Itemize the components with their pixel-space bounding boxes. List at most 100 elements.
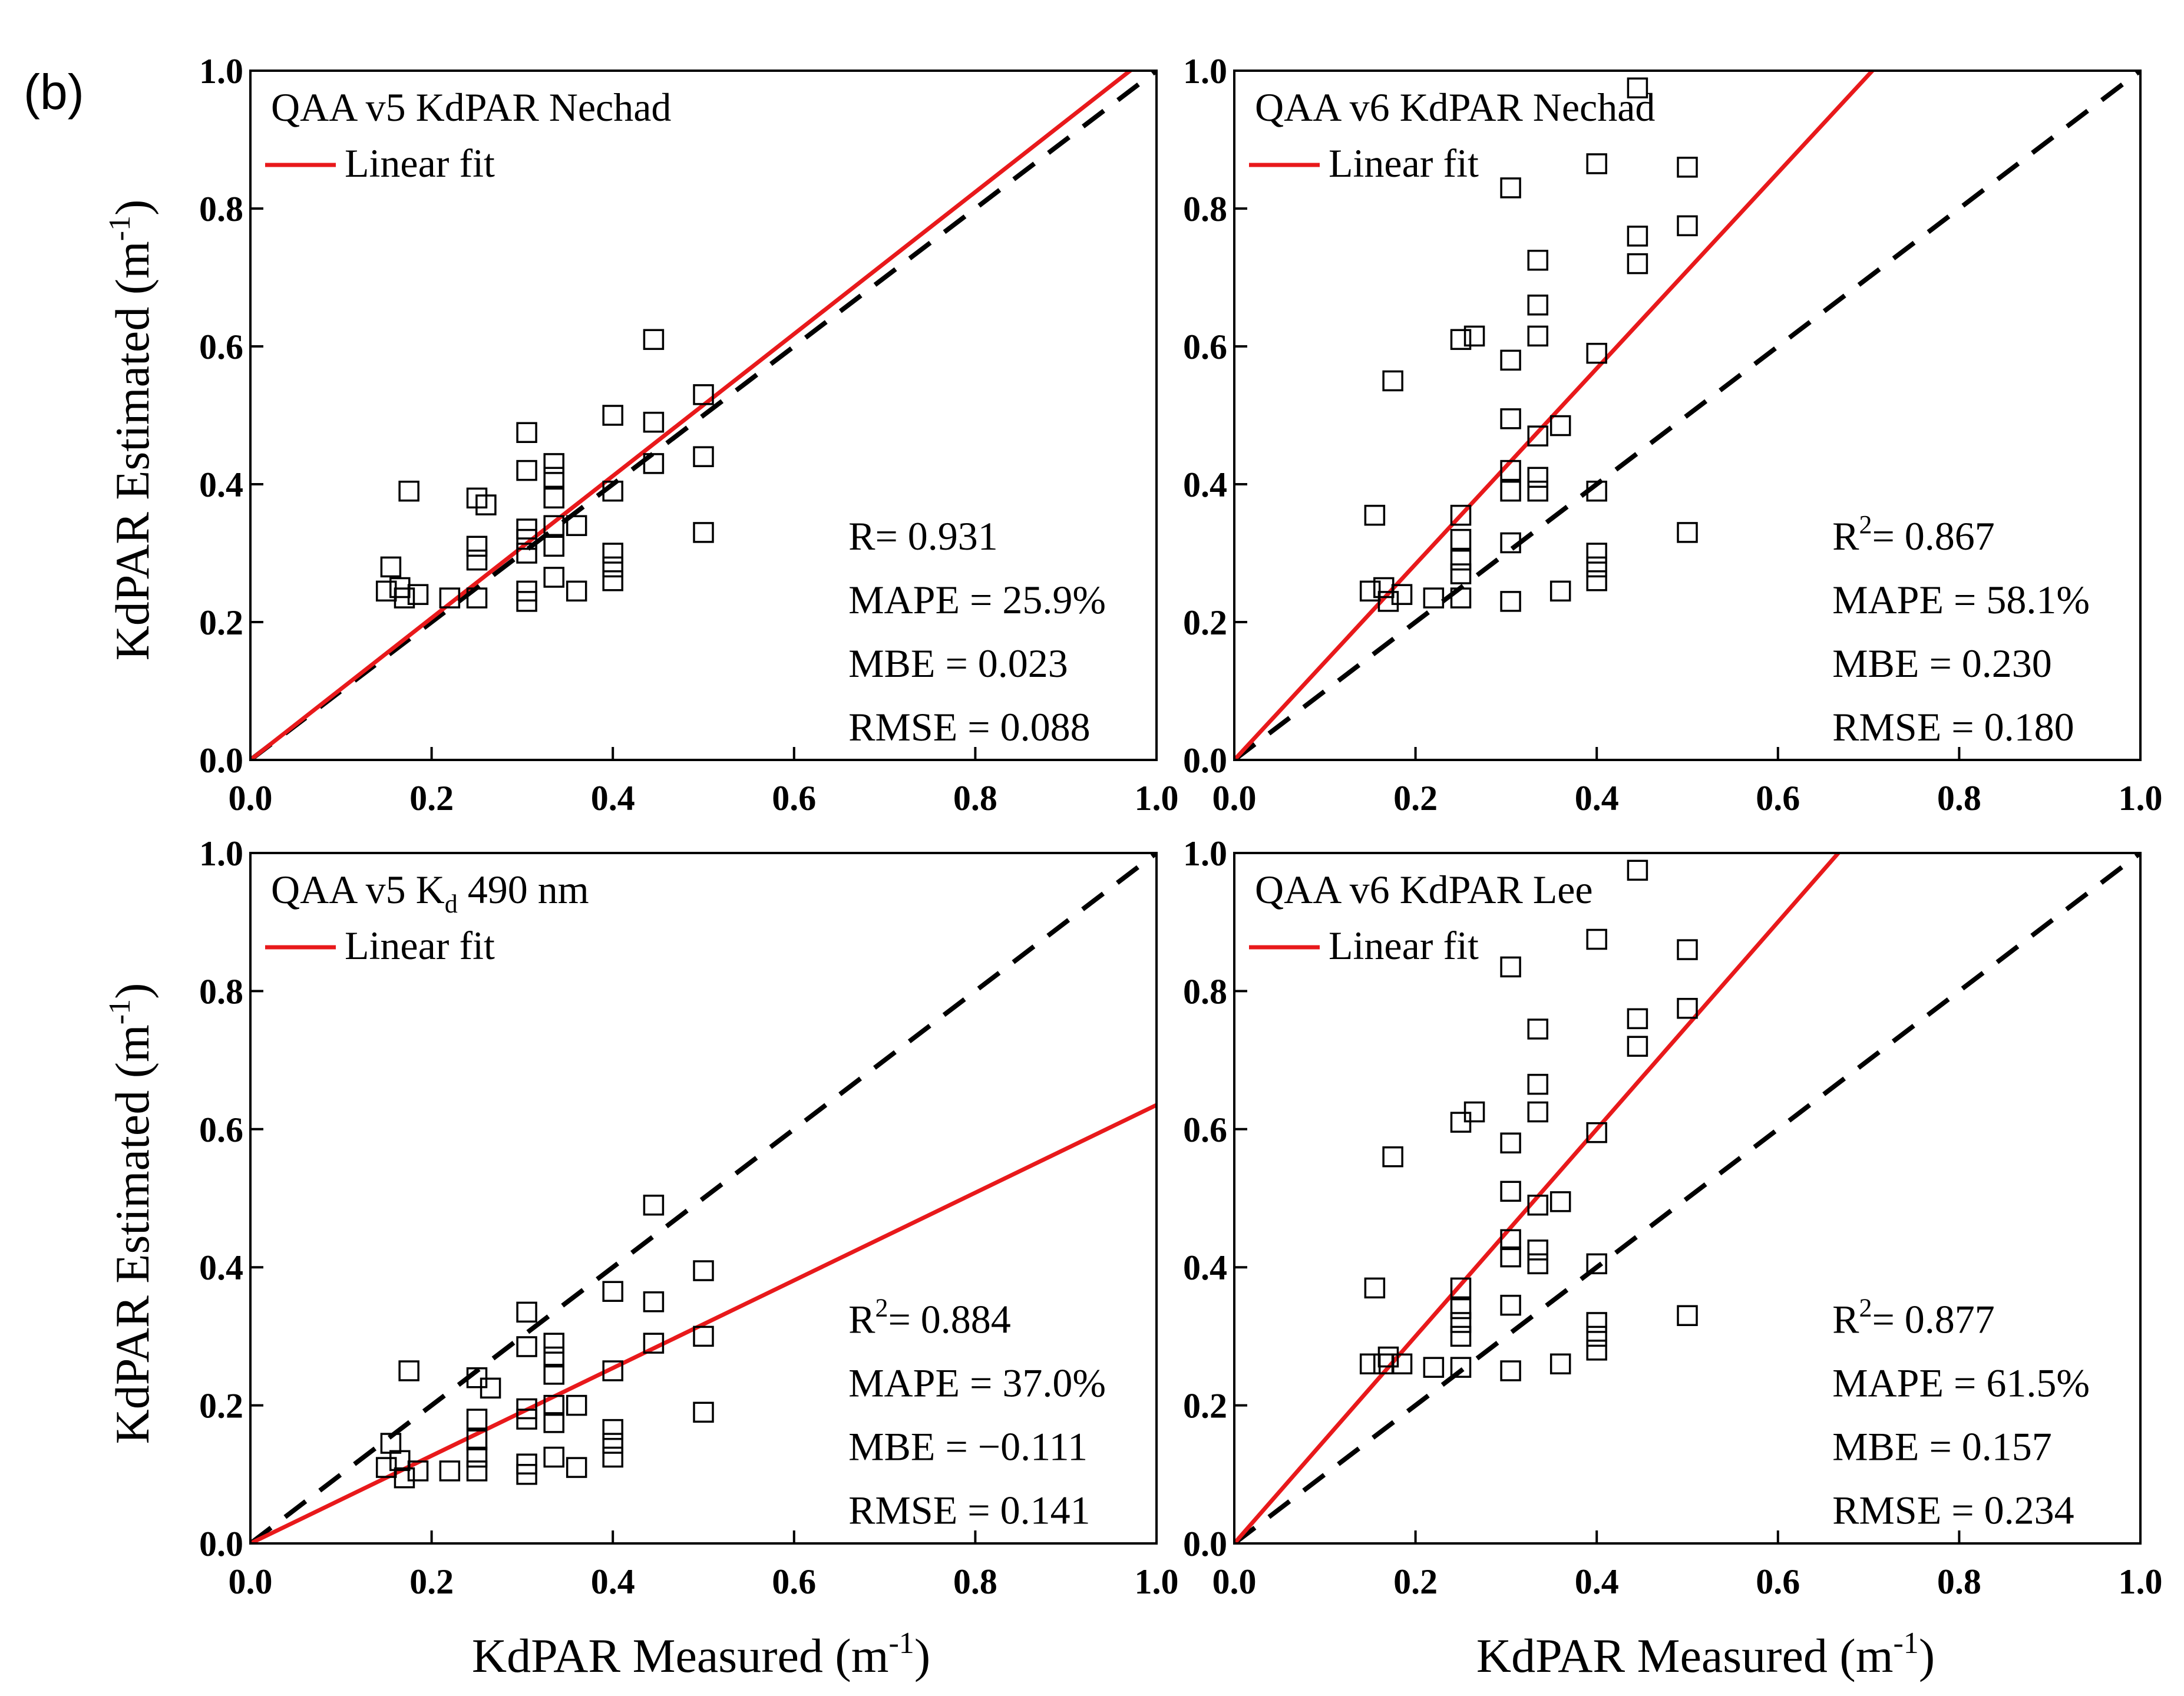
identity-line: [1234, 71, 2140, 760]
data-point: [1586, 1253, 1607, 1275]
data-point: [1382, 370, 1403, 392]
data-point: [1463, 1101, 1485, 1123]
data-point: [602, 480, 623, 502]
data-point: [1586, 570, 1607, 591]
data-point: [1627, 253, 1648, 275]
data-point: [1382, 1146, 1403, 1168]
stat-label: RMSE: [1832, 1488, 1941, 1533]
data-point: [693, 1260, 714, 1281]
data-point: [693, 1325, 714, 1347]
y-tick-label: 0.2: [1183, 1387, 1227, 1426]
data-point: [1527, 1073, 1548, 1095]
data-point: [480, 1377, 501, 1399]
data-point: [1500, 1246, 1521, 1268]
data-point: [516, 580, 537, 602]
data-point: [1500, 480, 1521, 502]
data-point: [543, 467, 564, 488]
data-point: [1500, 956, 1521, 978]
x-tick-label: 1.0: [1135, 1562, 1179, 1601]
data-point: [1500, 349, 1521, 371]
data-point: [1586, 153, 1607, 174]
data-point: [1586, 556, 1607, 578]
data-point: [1391, 1353, 1413, 1375]
data-point: [1450, 563, 1472, 584]
panel-title-subscript: d: [445, 890, 458, 918]
stat-value: = 0.023: [935, 641, 1068, 686]
stat-line: MBE = 0.230: [1832, 641, 2052, 686]
y-tick-label: 0.2: [199, 1387, 243, 1426]
data-point: [643, 1194, 665, 1216]
data-point: [394, 587, 415, 609]
x-tick-label: 0.4: [591, 779, 635, 818]
stat-value: = 0.931: [875, 514, 997, 558]
data-point: [1423, 587, 1445, 609]
stat-label: MBE: [1832, 641, 1919, 686]
stat-label: MAPE: [1832, 577, 1944, 622]
stat-superscript: 2: [1859, 1294, 1872, 1323]
y-tick-label: 1.0: [1183, 834, 1227, 873]
data-point: [466, 549, 488, 571]
y-tick-label: 0.4: [199, 465, 243, 504]
data-point: [602, 543, 623, 564]
data-point: [543, 1346, 564, 1368]
panel-2: 0.0 0.2 0.4 0.6 0.8 1.0 0.0 0.2 0.4 0.6 0.8 1.0 QAA …: [1183, 52, 2163, 818]
panel-title-text: QAA v5 K: [271, 867, 445, 912]
stat-label: MBE: [1832, 1424, 1919, 1469]
y-axis-label-bottom: KdPAR Estimated (m-1): [103, 983, 159, 1444]
y-axis-label-bottom-text: KdPAR Estimated (m: [105, 1024, 159, 1444]
x-axis-label-left-text: KdPAR Measured (m: [472, 1629, 889, 1682]
data-point: [566, 1457, 587, 1478]
plot-frame: [1233, 852, 2142, 1545]
stat-line: MAPE = 58.1%: [1832, 577, 2090, 622]
data-point: [1450, 1312, 1472, 1333]
data-point: [1677, 157, 1698, 178]
stat-label: R: [1832, 1297, 1859, 1342]
panels-group: 0.0 0.2 0.4 0.6 0.8 1.00.00.20.40.60.81.0QAA …: [199, 52, 2163, 1601]
plot-frame: [249, 852, 1158, 1545]
stat-line: MAPE = 25.9%: [848, 577, 1106, 622]
stat-value: = 37.0%: [960, 1361, 1106, 1406]
stat-value: = −0.111: [935, 1424, 1088, 1469]
data-point: [543, 453, 564, 474]
data-point: [1450, 1357, 1472, 1378]
identity-line: [250, 71, 1157, 760]
data-point: [1364, 1277, 1386, 1299]
data-point: [602, 570, 623, 591]
y-axis-label-top-text: KdPAR Estimated (m: [105, 241, 159, 660]
data-point: [1450, 528, 1472, 550]
data-point: [1527, 467, 1548, 488]
data-point: [516, 1301, 537, 1323]
plot-frame: [249, 70, 1158, 761]
panel-letter: (b): [24, 64, 84, 120]
data-point: [1677, 215, 1698, 236]
data-point: [1450, 504, 1472, 526]
stat-line: MBE = −0.111: [848, 1424, 1088, 1469]
stat-label: RMSE: [848, 1488, 957, 1533]
y-tick-label: 0.0: [1183, 1525, 1227, 1563]
panel-title: QAA v6 KdPAR Lee: [1255, 867, 1593, 912]
stat-label: MAPE: [848, 577, 960, 622]
y-tick-label: 0.6: [199, 328, 243, 366]
stat-superscript: 2: [1859, 510, 1872, 539]
y-axis-label-bottom-close: ): [105, 983, 159, 999]
stat-label: MAPE: [1832, 1361, 1944, 1406]
stat-line: RMSE = 0.234: [1832, 1488, 2074, 1533]
data-point: [543, 1446, 564, 1468]
stat-line: MBE = 0.023: [848, 641, 1068, 686]
data-point: [543, 1333, 564, 1354]
y-tick-label: 1.0: [199, 52, 243, 91]
data-point: [1677, 997, 1698, 1019]
data-point: [543, 487, 564, 509]
data-point: [1364, 504, 1386, 526]
data-point: [602, 1446, 623, 1468]
x-tick-label: 0.4: [591, 1562, 635, 1601]
panel-title: QAA v5 KdPAR Nechad: [271, 85, 671, 130]
y-tick-label: 0.0: [1183, 741, 1227, 780]
data-point: [1527, 325, 1548, 347]
x-tick-label: 0.6: [772, 779, 816, 818]
stat-label: MBE: [848, 1424, 935, 1469]
y-axis-label-top-sup: -1: [103, 216, 137, 241]
panel-title-text: QAA v6 KdPAR Lee: [1255, 867, 1593, 912]
data-point: [439, 1460, 461, 1482]
